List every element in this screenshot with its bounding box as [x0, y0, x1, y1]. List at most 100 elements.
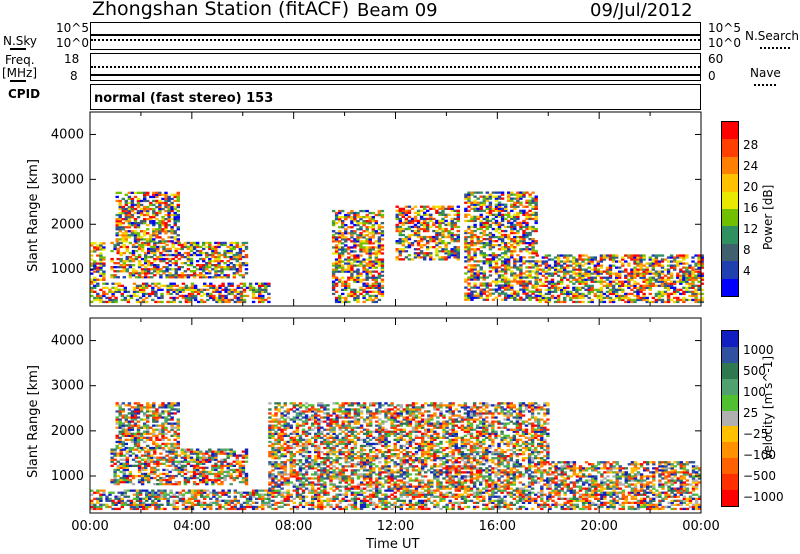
power-echo-cell [347, 282, 351, 285]
power-echo-cell [416, 221, 421, 225]
velocity-echo-cell [176, 432, 180, 435]
velocity-echo-cell [122, 454, 126, 457]
velocity-echo-cell [115, 434, 119, 437]
power-echo-cell [147, 270, 151, 273]
power-echo-cell [426, 235, 430, 239]
power-echo-cell [395, 227, 399, 231]
velocity-echo-cell [244, 456, 249, 459]
power-echo-cell [205, 245, 209, 249]
velocity-echo-cell [131, 483, 136, 486]
power-echo-cell [368, 218, 372, 221]
power-echo-cell [685, 290, 689, 293]
velocity-echo-cell [139, 418, 144, 421]
power-echo-cell [205, 268, 209, 271]
velocity-echo-cell [155, 416, 159, 419]
power-echo-cell [166, 286, 170, 289]
power-echo-cell [416, 242, 421, 245]
power-echo-cell [131, 268, 136, 271]
power-echo-cell [485, 282, 489, 285]
power-echo-cell [130, 201, 135, 205]
velocity-echo-cell [158, 416, 162, 419]
nsearch-trace [91, 39, 700, 41]
power-echo-cell [467, 292, 471, 295]
power-echo-cell [220, 260, 224, 263]
power-echo-cell [563, 288, 567, 291]
power-echo-cell [177, 274, 181, 277]
power-echo-cell [630, 272, 634, 275]
velocity-echo-cell [209, 507, 213, 511]
power-echo-cell [578, 254, 582, 257]
power-echo-cell [660, 280, 665, 283]
velocity-echo-cell [152, 402, 156, 405]
power-echo-cell [196, 290, 201, 293]
power-echo-cell [96, 266, 100, 269]
velocity-echo-cell [170, 444, 174, 448]
power-echo-cell [648, 280, 652, 283]
power-echo-cell [139, 207, 144, 211]
velocity-echo-cell [122, 468, 126, 472]
velocity-echo-cell [176, 434, 180, 437]
power-echo-cell [371, 234, 375, 237]
power-echo-cell [140, 272, 145, 275]
power-echo-cell [211, 253, 215, 257]
power-echo-cell [202, 276, 206, 279]
power-echo-cell [516, 191, 520, 194]
velocity-echo-cell [136, 404, 141, 407]
velocity-echo-cell [192, 483, 197, 486]
velocity-echo-cell [102, 491, 106, 494]
power-echo-cell [482, 223, 486, 227]
power-echo-cell [584, 258, 588, 261]
power-echo-cell [510, 205, 514, 208]
velocity-echo-cell [127, 420, 132, 423]
power-echo-cell [146, 218, 150, 221]
power-echo-cell [535, 270, 539, 273]
power-echo-cell [513, 235, 517, 239]
power-echo-cell [447, 213, 451, 216]
power-echo-cell [353, 290, 357, 293]
power-echo-cell [380, 278, 385, 281]
power-echo-cell [491, 209, 496, 212]
power-echo-cell [134, 249, 139, 253]
power-echo-cell [691, 292, 695, 296]
power-echo-cell [516, 205, 520, 208]
power-echo-cell [356, 228, 360, 231]
power-echo-cell [167, 218, 171, 221]
velocity-echo-cell [137, 468, 142, 472]
power-echo-cell [413, 211, 418, 214]
velocity-echo-cell [267, 505, 271, 509]
power-echo-cell [519, 191, 523, 194]
power-echo-cell [155, 193, 159, 196]
power-echo-cell [485, 260, 489, 263]
velocity-echo-cell [224, 503, 228, 506]
power-echo-cell [139, 191, 144, 194]
power-echo-cell [666, 272, 671, 275]
velocity-echo-cell [164, 436, 168, 439]
power-echo-cell [572, 282, 576, 285]
power-echo-cell [177, 276, 181, 279]
velocity-echo-cell [135, 491, 140, 494]
power-echo-cell [510, 209, 514, 212]
power-echo-cell [491, 195, 496, 198]
power-echo-cell [438, 227, 442, 231]
power-echo-cell [510, 203, 514, 206]
power-echo-cell [233, 294, 237, 298]
velocity-echo-cell [118, 426, 122, 429]
power-echo-cell [500, 290, 505, 293]
velocity-echo-cell [181, 489, 186, 492]
velocity-echo-cell [93, 503, 97, 506]
velocity-echo-cell [171, 460, 175, 463]
power-echo-cell [660, 258, 665, 261]
power-echo-cell [473, 203, 477, 206]
power-echo-cell [590, 280, 594, 283]
velocity-echo-cell [211, 466, 215, 469]
velocity-echo-cell [238, 462, 243, 465]
velocity-echo-cell [170, 412, 174, 415]
velocity-echo-cell [147, 454, 151, 457]
power-echo-cell [139, 222, 144, 225]
power-echo-cell [338, 264, 342, 267]
power-echo-cell [113, 276, 117, 279]
power-echo-cell [371, 264, 375, 267]
power-echo-cell [169, 292, 173, 296]
velocity-echo-cell [274, 467, 278, 470]
power-echo-cell [102, 300, 106, 304]
